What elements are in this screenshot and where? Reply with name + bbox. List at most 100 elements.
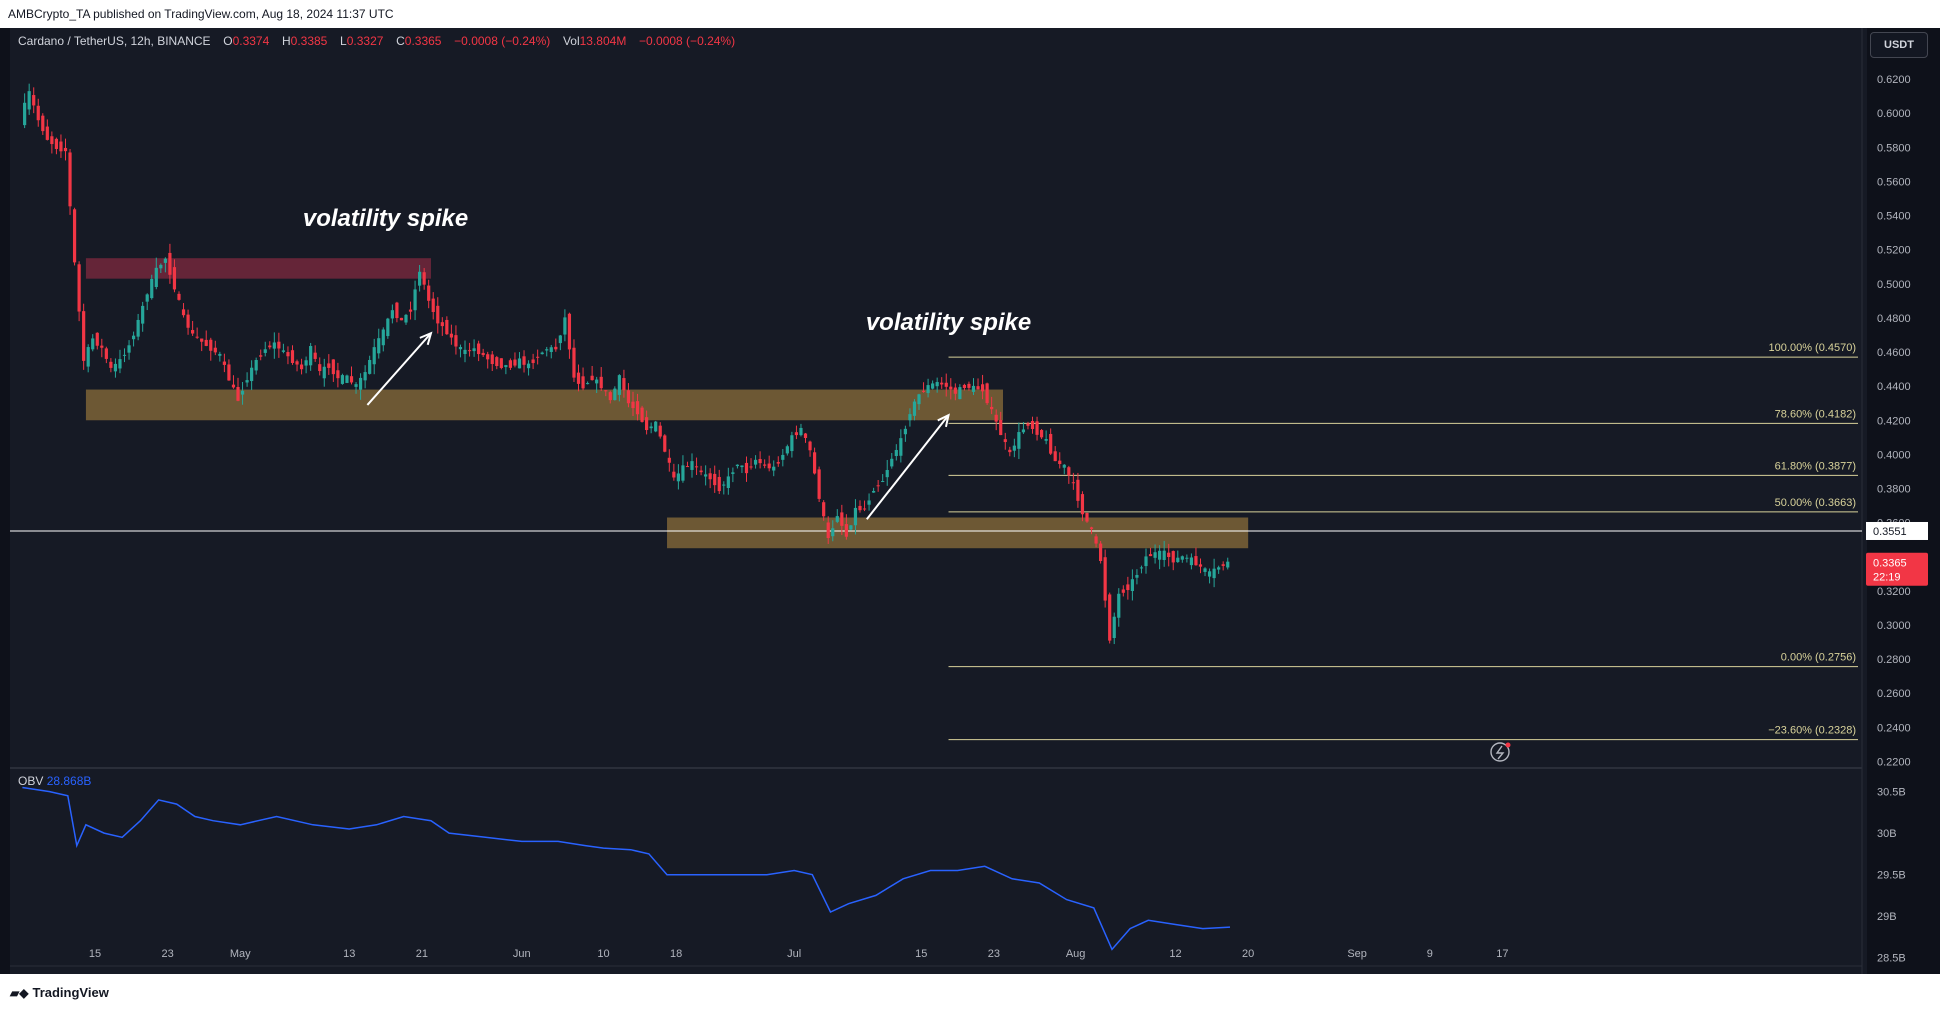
candle-up [585,383,590,385]
time-tick-label: Aug [1066,948,1086,960]
currency-button[interactable]: USDT [1870,32,1928,58]
volatility-spike-annotation: volatility spike [866,309,1031,336]
candle-down [236,386,240,401]
candle-up [867,500,871,505]
candle-down [422,272,426,285]
candle-down [395,302,399,319]
candle-down [191,330,195,334]
candle-up [118,359,122,369]
resistance-zone[interactable] [85,258,431,279]
obv-tick-label: 29B [1877,911,1897,923]
time-tick-label: 15 [89,948,101,960]
candle-down [290,350,295,363]
candle-down [817,469,821,499]
candle-down [635,401,640,415]
candle-up [540,352,544,355]
candle-down [640,407,644,422]
candle-up [1176,557,1180,563]
chart-frame[interactable] [10,28,1867,974]
candle-down [776,462,780,464]
candle-up [1139,567,1144,569]
time-tick-label: 13 [343,948,355,960]
candle-down [1058,460,1062,464]
candle-down [36,105,40,121]
candle-down [408,309,413,312]
candle-up [613,388,617,401]
candle-up [304,360,308,366]
obv-tick-label: 29.5B [1877,870,1906,882]
trend-arrow[interactable] [866,414,950,520]
candle-up [903,428,907,435]
price-tick-label: 0.3800 [1877,484,1911,496]
fib-level-label: 100.00% (0.4570) [1769,342,1856,354]
trend-arrow-head [937,413,950,428]
tradingview-logo[interactable]: ▰◆ TradingView [10,985,109,1000]
candle-down [749,466,753,468]
candle-down [1194,556,1198,566]
candle-up [526,363,531,369]
candle-up [340,375,345,384]
candle-up [654,421,658,432]
alert-dot [1505,742,1511,748]
candle-up [781,454,785,460]
close-value: 0.3365 [404,34,442,48]
candle-up [240,390,245,395]
candle-up [926,385,930,394]
candle-down [1089,527,1094,529]
candle-up [163,258,167,263]
candle-down [445,319,449,335]
lightning-icon[interactable] [1490,742,1510,762]
candle-up [1130,579,1134,592]
candle-up [272,342,276,349]
candle-down [581,376,585,389]
volume-value: 13.804M [579,34,627,48]
candle-up [358,377,363,390]
candle-up [381,329,385,346]
candle-down [427,285,431,301]
candle-down [794,432,799,436]
candle-up [835,516,839,522]
candle-up [1203,568,1207,572]
candle-up [681,465,685,481]
candle-up [1212,568,1216,579]
candle-down [1094,536,1098,544]
candle-down [699,470,703,473]
candle-down [608,392,612,401]
candle-down [313,352,317,359]
candle-down [109,361,113,368]
candle-down [54,138,59,149]
candle-up [345,375,349,383]
candle-up [245,380,249,383]
candle-down [985,383,989,404]
candle-down [1085,512,1089,522]
low-value: 0.3327 [346,34,384,48]
candle-down [572,347,576,378]
obv-line[interactable] [22,786,1231,951]
support-zone[interactable] [667,517,1249,549]
fib-level-label: 0.00% (0.2756) [1781,652,1856,664]
candle-up [549,347,553,353]
candle-down [1108,594,1112,641]
volume-label: Vol [562,34,580,48]
high-label: H [281,34,291,48]
candle-down [763,464,767,466]
price-change: −0.0008 (−0.24%) [454,34,551,48]
candle-down [59,141,63,152]
tradingview-logo-icon: ▰◆ [10,986,29,1000]
price-tick-label: 0.2600 [1877,688,1911,700]
candle-up [372,347,376,365]
candle-up [735,464,740,467]
horizontal-line-price-label: 0.3551 [1873,526,1907,538]
candle-up [799,427,803,436]
candle-up [309,346,313,366]
support-zone[interactable] [85,389,1004,421]
candle-down [213,347,217,353]
candle-up [363,372,367,381]
candle-up [958,387,962,400]
candle-down [486,354,490,360]
candle-up [753,459,758,465]
candle-up [545,349,549,351]
trend-arrow[interactable] [366,332,432,406]
candle-down [104,348,108,359]
